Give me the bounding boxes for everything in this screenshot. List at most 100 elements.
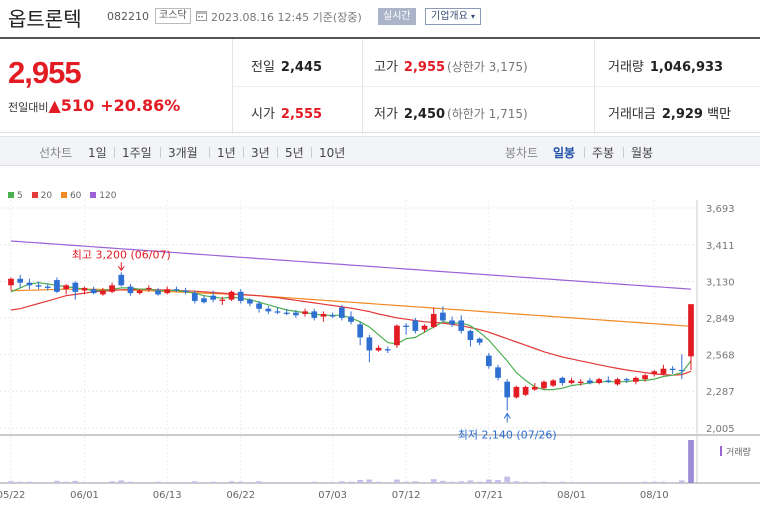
candle-body <box>72 282 79 292</box>
candle-body <box>348 316 354 322</box>
candle-body <box>651 371 658 374</box>
volume-bar <box>338 481 345 483</box>
volume-bar <box>54 480 60 483</box>
volume-bar <box>688 440 694 483</box>
candle-body <box>283 312 290 314</box>
candle-body <box>228 291 235 300</box>
volume-bar <box>17 481 24 483</box>
legend-label: 5 <box>17 191 23 201</box>
volume-bar <box>596 482 602 483</box>
volume-bar <box>127 481 134 483</box>
volume-bar <box>81 482 88 483</box>
volume-bar <box>274 482 281 483</box>
candle-body <box>201 298 207 303</box>
period-monthly[interactable]: 월봉 <box>631 146 654 160</box>
candle-body <box>688 304 694 357</box>
candle-body <box>274 311 281 313</box>
price-chart[interactable]: 3,693 3,411 3,130 2,849 2,568 2,287 2,005 05/22… <box>0 200 760 514</box>
volume-bar <box>384 482 391 483</box>
candle-body <box>247 299 253 304</box>
candle-body <box>678 370 685 372</box>
amount-unit: 백만 <box>707 107 732 122</box>
up-arrow-icon <box>503 412 511 423</box>
volume-bar <box>605 482 612 483</box>
volume-bar <box>513 481 520 483</box>
volume-bar <box>412 481 419 483</box>
company-info-button[interactable]: 기업개요 ▾ <box>425 8 482 25</box>
candle-body <box>173 289 180 291</box>
volume-bar <box>394 479 400 483</box>
period-1w[interactable]: 1주일 <box>122 146 152 160</box>
period-1d[interactable]: 1일 <box>88 146 107 160</box>
period-weekly[interactable]: 주봉 <box>592 146 615 160</box>
candle-body <box>440 312 446 321</box>
volume-bar <box>329 482 336 483</box>
current-price: 2,955 <box>8 55 82 90</box>
candle-body <box>495 367 501 378</box>
legend-ma20: 20 <box>31 191 52 201</box>
legend-ma120: 120 <box>90 191 116 201</box>
period-1y[interactable]: 1년 <box>217 146 236 160</box>
period-selector: 선차트 1일 1주일 3개월 1년 3년 5년 10년 봉차트 일봉 주봉 월봉 <box>0 136 760 166</box>
axis-labels: 3,693 3,411 3,130 2,849 2,568 2,287 2,005 05/22… <box>0 204 751 501</box>
y-tick-label: 2,287 <box>706 387 735 398</box>
volume-bar <box>72 480 79 483</box>
volume-bar <box>403 481 409 483</box>
change-value: 510 <box>60 96 95 115</box>
candle-body <box>145 287 152 290</box>
volume: 거래량 1,046,933 <box>608 56 723 75</box>
candle-body <box>237 291 244 301</box>
chevron-down-icon: ▾ <box>471 12 476 21</box>
volume-bar <box>642 481 648 483</box>
x-tick-label: 06/01 <box>70 490 99 501</box>
y-tick-label: 2,005 <box>706 424 735 435</box>
y-tick-label: 3,693 <box>706 204 735 215</box>
y-tick-label: 2,849 <box>706 314 735 325</box>
legend-swatch <box>90 192 97 198</box>
period-daily[interactable]: 일봉 <box>553 146 576 160</box>
volume-bar <box>136 482 143 483</box>
candle-body <box>449 320 455 325</box>
volume-bar <box>293 482 299 483</box>
candle-body <box>577 381 584 384</box>
volume-bar <box>476 481 483 483</box>
volume-bar <box>467 480 474 483</box>
period-10y[interactable]: 10년 <box>319 146 346 160</box>
x-tick-label: 07/21 <box>474 490 503 501</box>
volume-bar <box>421 482 428 483</box>
volume-bar <box>63 481 69 483</box>
volume-bar <box>633 482 639 483</box>
divider <box>232 86 760 87</box>
candle-body <box>421 325 428 330</box>
volume-bar <box>237 481 244 483</box>
candle-body <box>302 311 308 314</box>
x-tick-label: 08/10 <box>640 490 669 501</box>
volume-bar <box>219 482 226 483</box>
candle-body <box>54 280 60 292</box>
volume-bar <box>559 481 566 483</box>
period-3y[interactable]: 3년 <box>251 146 270 160</box>
candle-body <box>293 312 299 316</box>
volume-legend-swatch <box>720 446 722 456</box>
period-3m[interactable]: 3개월 <box>168 146 198 160</box>
realtime-button[interactable]: 실시간 <box>378 8 416 25</box>
period-5y[interactable]: 5년 <box>285 146 304 160</box>
x-tick-label: 06/13 <box>153 490 182 501</box>
volume-bar <box>550 482 557 483</box>
prev-close-label: 전일 <box>251 60 275 75</box>
x-tick-label: 05/22 <box>0 490 25 501</box>
candle-body <box>531 386 538 390</box>
candle-body <box>35 285 42 287</box>
volume-bar <box>320 482 327 483</box>
volume-bar <box>35 482 42 483</box>
candle-body <box>384 349 391 351</box>
divider <box>311 147 312 158</box>
ma-line-120 <box>10 240 692 290</box>
market-badge: 코스닥 <box>155 8 191 24</box>
candle-body <box>210 295 217 300</box>
candle-body <box>522 386 529 395</box>
low-label: 저가 <box>374 107 398 122</box>
volume-bar <box>118 480 125 483</box>
volume-bar <box>504 476 511 483</box>
candle-body <box>44 286 51 288</box>
